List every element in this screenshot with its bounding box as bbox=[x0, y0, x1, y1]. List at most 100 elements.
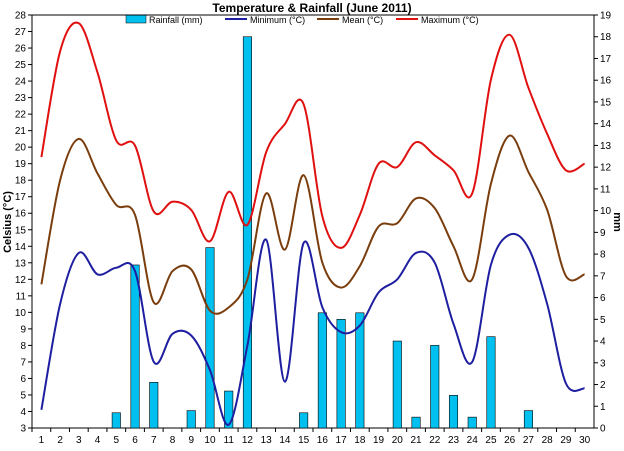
x-tick-label: 19 bbox=[373, 435, 385, 446]
y-left-tick-label: 23 bbox=[15, 93, 27, 104]
y-right-tick-label: 18 bbox=[600, 32, 612, 43]
rainfall-bar-day-15 bbox=[299, 412, 309, 429]
y-left-tick-label: 24 bbox=[15, 77, 27, 88]
rainfall-bar-day-7 bbox=[149, 382, 159, 429]
x-tick-label: 21 bbox=[410, 435, 422, 446]
y-left-tick-label: 13 bbox=[15, 258, 27, 269]
x-tick-label: 17 bbox=[336, 435, 348, 446]
x-tick-label: 27 bbox=[523, 435, 535, 446]
y-right-tick-label: 2 bbox=[600, 380, 606, 391]
y-right-tick-label: 12 bbox=[600, 163, 612, 174]
rainfall-bar-day-11 bbox=[224, 390, 234, 429]
y-left-tick-label: 25 bbox=[15, 60, 27, 71]
line-maximum-temperature bbox=[40, 21, 586, 249]
legend-label-maximum: Maximum (°C) bbox=[421, 15, 479, 25]
y-right-tick-label: 9 bbox=[600, 228, 606, 239]
rainfall-bars bbox=[111, 36, 533, 429]
x-tick-label: 6 bbox=[132, 435, 138, 446]
x-tick-label: 14 bbox=[279, 435, 291, 446]
x-tick-label: 30 bbox=[579, 435, 591, 446]
x-tick-label: 23 bbox=[448, 435, 460, 446]
legend-label-minimum: Minimum (°C) bbox=[250, 15, 305, 25]
x-tick-label: 1 bbox=[39, 435, 45, 446]
y-left-tick-label: 12 bbox=[15, 275, 27, 286]
y-right-tick-label: 19 bbox=[600, 11, 612, 22]
rainfall-bar-day-21 bbox=[411, 416, 421, 429]
x-tick-label: 25 bbox=[485, 435, 497, 446]
x-tick-label: 4 bbox=[95, 435, 101, 446]
rainfall-bar-day-24 bbox=[467, 416, 477, 429]
y-right-tick-label: 11 bbox=[600, 184, 611, 195]
rainfall-bar-day-5 bbox=[111, 412, 121, 429]
legend-label-rainfall: Rainfall (mm) bbox=[149, 15, 203, 25]
y-axis-left-label: Celsius (°C) bbox=[2, 191, 14, 253]
plot-area-frame bbox=[31, 14, 595, 429]
x-tick-label: 29 bbox=[560, 435, 572, 446]
y-right-tick-label: 13 bbox=[600, 141, 612, 152]
y-left-tick-label: 10 bbox=[15, 308, 27, 319]
y-left-tick-label: 16 bbox=[15, 209, 27, 220]
y-right-tick-label: 15 bbox=[600, 97, 612, 108]
x-tick-label: 24 bbox=[467, 435, 479, 446]
x-tick-label: 28 bbox=[542, 435, 554, 446]
y-axis-left-ticks: 3 4 5 6 7 8 9 10 11 12 13 14 15 16 17 18 19 20 21 22 23 24 25 2… bbox=[15, 11, 32, 435]
y-left-tick-label: 15 bbox=[15, 225, 27, 236]
x-tick-label: 3 bbox=[76, 435, 82, 446]
y-right-tick-label: 8 bbox=[600, 250, 606, 261]
line-mean-temperature bbox=[40, 134, 585, 315]
y-right-tick-label: 14 bbox=[600, 119, 612, 130]
chart-title: Temperature & Rainfall (June 2011) bbox=[212, 1, 411, 15]
rainfall-bar-day-22 bbox=[430, 345, 440, 429]
y-left-tick-label: 28 bbox=[15, 11, 27, 22]
x-tick-label: 2 bbox=[57, 435, 63, 446]
y-left-tick-label: 14 bbox=[15, 242, 27, 253]
y-left-tick-label: 5 bbox=[20, 390, 26, 401]
rainfall-bar-day-18 bbox=[355, 312, 365, 429]
y-right-tick-label: 17 bbox=[600, 54, 612, 65]
y-left-tick-label: 8 bbox=[20, 341, 26, 352]
x-tick-label: 13 bbox=[261, 435, 273, 446]
y-left-tick-label: 19 bbox=[15, 159, 27, 170]
y-left-tick-label: 11 bbox=[16, 291, 27, 302]
y-right-tick-label: 4 bbox=[600, 337, 606, 348]
x-tick-label: 12 bbox=[242, 435, 254, 446]
x-tick-label: 9 bbox=[188, 435, 194, 446]
y-left-tick-label: 26 bbox=[15, 44, 27, 55]
chart-legend: Rainfall (mm) Minimum (°C) Mean (°C) Max… bbox=[125, 14, 479, 25]
rainfall-bar-day-12 bbox=[242, 36, 252, 429]
y-left-tick-label: 9 bbox=[20, 324, 26, 335]
rainfall-bar-day-9 bbox=[186, 410, 196, 429]
x-tick-label: 26 bbox=[504, 435, 516, 446]
line-minimum-temperature bbox=[40, 233, 585, 426]
y-left-tick-label: 22 bbox=[15, 110, 27, 121]
y-left-tick-label: 20 bbox=[15, 143, 27, 154]
y-left-tick-label: 18 bbox=[15, 176, 27, 187]
rainfall-bar-day-16 bbox=[317, 312, 327, 429]
y-right-tick-label: 16 bbox=[600, 76, 612, 87]
x-axis-ticks: 1 2 3 4 5 6 7 8 9 10 11 12 13 14 15 16 17 18 19 20 21 22 23 24 2… bbox=[31, 428, 591, 446]
rainfall-bar-day-10 bbox=[205, 247, 215, 429]
x-tick-label: 20 bbox=[392, 435, 404, 446]
y-right-tick-label: 6 bbox=[600, 293, 606, 304]
x-tick-label: 15 bbox=[298, 435, 310, 446]
x-tick-label: 8 bbox=[170, 435, 176, 446]
rainfall-bar-day-17 bbox=[336, 319, 346, 429]
x-tick-label: 22 bbox=[429, 435, 441, 446]
y-right-tick-label: 3 bbox=[600, 358, 606, 369]
x-tick-label: 16 bbox=[317, 435, 329, 446]
y-right-tick-label: 5 bbox=[600, 315, 606, 326]
y-right-tick-label: 0 bbox=[600, 424, 606, 435]
y-right-tick-label: 1 bbox=[600, 402, 606, 413]
y-axis-right-label: mm bbox=[611, 212, 623, 232]
y-left-tick-label: 27 bbox=[15, 27, 27, 38]
rainfall-bar-day-23 bbox=[448, 395, 459, 429]
x-tick-label: 10 bbox=[204, 435, 216, 446]
x-tick-label: 5 bbox=[114, 435, 120, 446]
rainfall-bar-day-27 bbox=[523, 410, 533, 429]
y-left-tick-label: 3 bbox=[20, 424, 26, 435]
x-tick-label: 7 bbox=[151, 435, 157, 446]
x-tick-label: 18 bbox=[354, 435, 366, 446]
y-right-tick-label: 10 bbox=[600, 206, 612, 217]
